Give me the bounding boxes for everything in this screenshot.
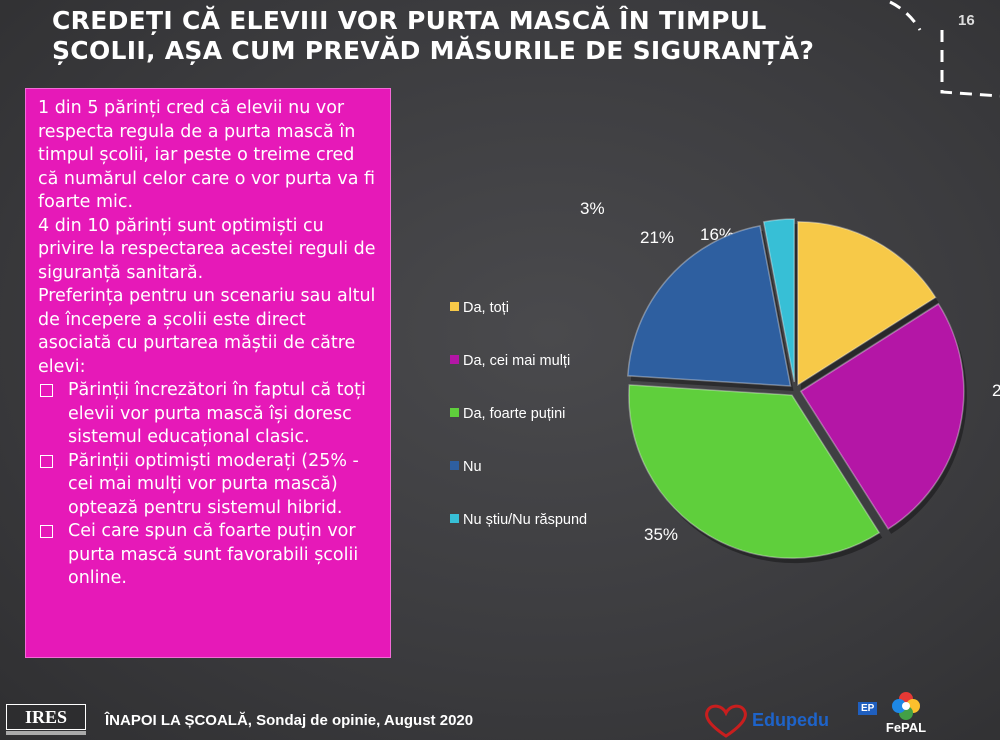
summary-bullet: Părinții optimiști moderați (25% - cei m… <box>38 450 380 521</box>
summary-paragraph-1: 1 din 5 părinți cred că elevii nu vor re… <box>38 98 376 212</box>
pie-chart: 16%25%35%21%3% <box>580 199 1000 564</box>
legend-item: Da, toți <box>450 300 509 316</box>
fepal-logo: FePAL <box>876 690 936 740</box>
pie-slice <box>799 302 965 530</box>
checkbox-bullet-icon <box>40 525 53 538</box>
summary-textbox: 1 din 5 părinți cred că elevii nu vor re… <box>25 88 391 658</box>
pie-value-label: 35% <box>644 525 678 544</box>
ires-logo-text: IRES <box>24 706 68 727</box>
edupedu-logo-text: Edupedu <box>752 710 829 730</box>
legend-item: Nu <box>450 459 482 475</box>
legend-swatch-0 <box>450 302 459 311</box>
ires-logo: IRES <box>6 704 86 730</box>
heart-icon <box>705 704 747 738</box>
fepal-logo-text: FePAL <box>885 720 927 735</box>
summary-paragraph-2: 4 din 10 părinți sunt optimiști cu privi… <box>38 215 376 283</box>
legend-swatch-1 <box>450 355 459 364</box>
legend-swatch-4 <box>450 514 459 523</box>
summary-bullet: Cei care spun că foarte puțin vor purta … <box>38 520 380 591</box>
legend-label: Da, foarte puțini <box>463 406 566 422</box>
legend-label: Da, toți <box>463 300 509 316</box>
source-footnote: ÎNAPOI LA ȘCOALĂ, Sondaj de opinie, Augu… <box>105 712 474 729</box>
pie-slice <box>762 218 795 383</box>
legend-item: Nu știu/Nu răspund <box>450 512 587 528</box>
legend-label: Da, cei mai mulți <box>463 353 571 369</box>
legend-item: Da, foarte puțini <box>450 406 565 422</box>
summary-bullet-text: Părinții încrezători în faptul că toți e… <box>68 380 366 447</box>
fepal-flower-icon <box>892 692 920 720</box>
pie-value-label: 25% <box>992 381 1000 400</box>
edupedu-badge: EP <box>858 702 878 715</box>
legend-label: Nu știu/Nu răspund <box>463 512 588 528</box>
summary-bullet-list: Părinții încrezători în faptul că toți e… <box>38 379 380 591</box>
pie-slice <box>628 384 881 559</box>
slide-title: CREDEȚI CĂ ELEVIII VOR PURTA MASCĂ ÎN TI… <box>52 6 815 65</box>
legend-swatch-3 <box>450 461 459 470</box>
corner-dashed-decoration <box>889 0 1000 98</box>
legend-item: Da, cei mai mulți <box>450 353 570 369</box>
summary-paragraph-3: Preferința pentru un scenariu sau altul … <box>38 286 376 377</box>
summary-bullet-text: Părinții optimiști moderați (25% - cei m… <box>68 450 359 518</box>
legend-swatch-2 <box>450 408 459 417</box>
ires-logo-underline <box>6 731 86 735</box>
page-number: 16 <box>958 12 975 29</box>
checkbox-bullet-icon <box>40 384 53 397</box>
summary-bullet: Părinții încrezători în faptul că toți e… <box>38 379 380 450</box>
edupedu-logo: Edupedu EP <box>700 700 878 740</box>
footer: IRES ÎNAPOI LA ȘCOALĂ, Sondaj de opinie,… <box>0 692 1000 740</box>
summary-bullet-text: Cei care spun că foarte puțin vor purta … <box>68 521 359 588</box>
pie-value-label: 3% <box>580 199 605 218</box>
checkbox-bullet-icon <box>40 454 53 468</box>
pie-slice <box>797 220 937 387</box>
pie-slice <box>627 225 792 387</box>
legend-label: Nu <box>463 459 482 475</box>
pie-value-label: 21% <box>640 228 674 247</box>
